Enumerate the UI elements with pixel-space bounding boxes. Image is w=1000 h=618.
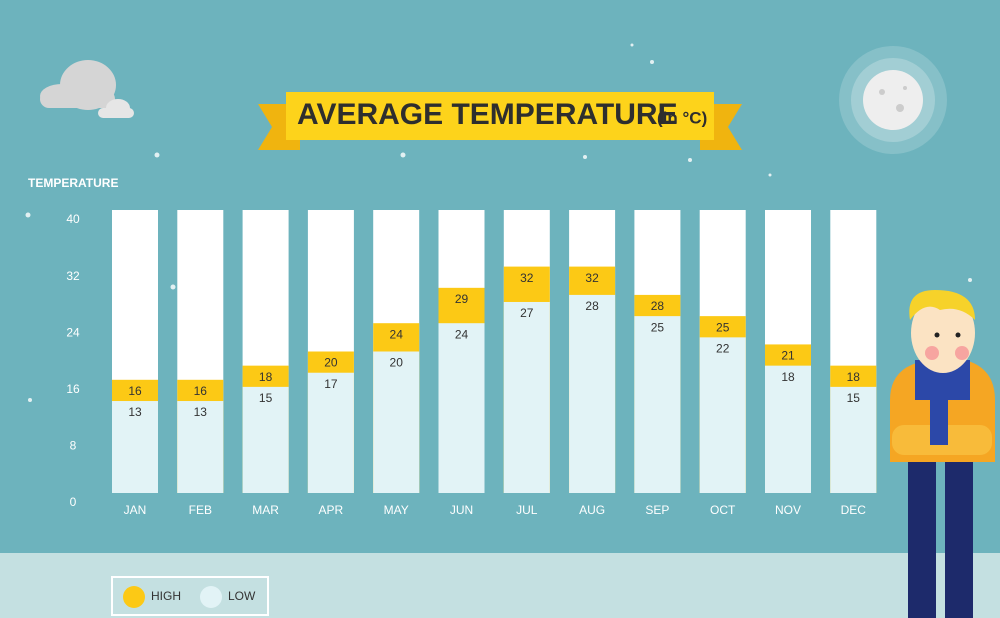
bar: [242, 386, 289, 493]
value-label: 18: [781, 370, 795, 384]
value-label: 17: [324, 377, 338, 391]
bar: [177, 401, 224, 493]
bar: [634, 316, 681, 493]
y-tick-label: 32: [66, 269, 80, 283]
value-label: 24: [455, 327, 469, 341]
value-label: 28: [585, 299, 599, 313]
value-label: 21: [781, 349, 795, 363]
value-label: 20: [390, 356, 404, 370]
value-label: 22: [716, 342, 730, 356]
value-label: 24: [390, 327, 404, 341]
value-label: 13: [128, 405, 142, 419]
value-label: 13: [194, 405, 208, 419]
legend-label: LOW: [228, 589, 256, 603]
bar: [112, 401, 158, 493]
chart-title: AVERAGE TEMPERATURE: [297, 98, 678, 131]
x-tick-label: AUG: [579, 503, 605, 517]
value-label: 25: [651, 320, 665, 334]
x-tick-label: APR: [319, 503, 344, 517]
bar: [307, 372, 354, 493]
x-tick-label: FEB: [189, 503, 212, 517]
value-label: 25: [716, 320, 730, 334]
value-label: 15: [847, 391, 861, 405]
value-label: 32: [585, 271, 599, 285]
value-label: 15: [259, 391, 273, 405]
character: [890, 290, 995, 618]
x-tick-label: MAY: [384, 503, 409, 517]
clouds: [40, 60, 134, 118]
legend-swatch: [123, 586, 145, 608]
bar: [699, 337, 746, 493]
ground: [0, 553, 1000, 618]
title-unit: (in °C): [657, 108, 707, 127]
x-tick-label: JUN: [450, 503, 473, 517]
plot: 0 8 16 24 32 40 16 13 JAN 16 13 FEB 18 15 MAR 20 17 APR 24…: [66, 210, 877, 608]
y-axis-label: TEMPERATURE: [28, 176, 118, 190]
bar: [373, 351, 420, 493]
moon: [839, 46, 947, 154]
value-label: 16: [194, 384, 208, 398]
stars: [25, 43, 972, 402]
bar: [569, 294, 616, 493]
bar: [503, 301, 550, 493]
x-tick-label: OCT: [710, 503, 736, 517]
x-tick-label: MAR: [252, 503, 279, 517]
value-label: 16: [128, 384, 142, 398]
value-label: 18: [259, 370, 273, 384]
y-tick-label: 0: [70, 495, 77, 509]
value-label: 18: [847, 370, 861, 384]
y-tick-label: 40: [66, 212, 80, 226]
value-label: 27: [520, 306, 534, 320]
legend-box: [111, 576, 269, 616]
value-label: 20: [324, 356, 338, 370]
value-label: 28: [651, 299, 665, 313]
y-tick-label: 24: [66, 325, 80, 339]
y-tick-label: 8: [70, 439, 77, 453]
legend-label: HIGH: [151, 589, 181, 603]
bar: [765, 365, 811, 493]
title-banner: [258, 92, 742, 150]
value-label: 29: [455, 292, 469, 306]
x-tick-label: NOV: [775, 503, 801, 517]
y-tick-label: 16: [66, 382, 80, 396]
legend-swatch: [200, 586, 222, 608]
x-tick-label: DEC: [841, 503, 867, 517]
bar: [830, 386, 877, 493]
x-tick-label: JAN: [124, 503, 147, 517]
x-tick-label: SEP: [645, 503, 669, 517]
bar: [438, 323, 485, 493]
value-label: 32: [520, 271, 534, 285]
x-tick-label: JUL: [516, 503, 538, 517]
